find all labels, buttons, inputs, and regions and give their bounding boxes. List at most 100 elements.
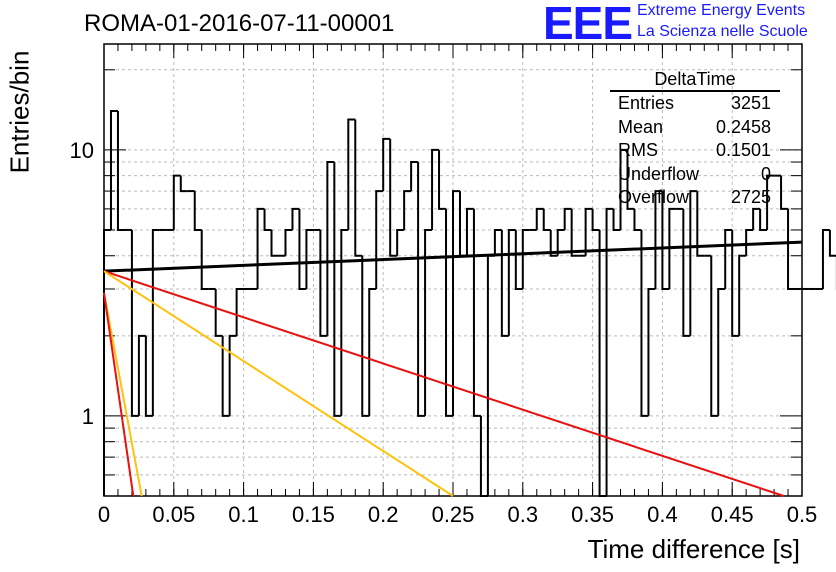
x-tick-label: 0.45 — [711, 502, 754, 527]
histogram-bin — [382, 137, 391, 192]
stats-row-rms: RMS 0.1501 — [610, 139, 780, 163]
histogram-bin — [172, 174, 181, 230]
histogram-bin — [305, 228, 314, 289]
histogram-bin — [465, 207, 474, 256]
histogram-bin — [396, 228, 405, 256]
histogram-bin — [137, 334, 146, 416]
histogram-bin — [696, 191, 705, 257]
histogram-bin — [689, 190, 698, 336]
eee-logo-line2: La Scienza nelle Scuole — [637, 23, 808, 40]
histogram-bin — [752, 207, 761, 230]
y-axis-label: Entries/bin — [4, 50, 35, 174]
x-tick-label: 0.35 — [571, 502, 614, 527]
histogram-bin — [612, 208, 621, 231]
x-tick-label: 0.5 — [787, 502, 818, 527]
histogram-bin — [668, 207, 677, 289]
histogram-bin — [116, 110, 125, 231]
tick-labels: 0 0.05 0.1 0.15 0.2 0.25 0.3 0.35 0.4 0.45 0.5 1 10 — [70, 138, 818, 527]
histogram-bin — [780, 175, 789, 210]
histogram-bin — [151, 228, 160, 416]
histogram-bin — [235, 287, 244, 336]
histogram-bin — [354, 119, 363, 257]
histogram-bin — [731, 229, 740, 337]
histogram-bin — [821, 228, 830, 289]
histogram-bars — [103, 109, 836, 497]
histogram-bin — [326, 161, 335, 336]
histogram-bin — [179, 175, 188, 193]
stats-label: Underflow — [618, 163, 700, 184]
histogram-bin — [347, 118, 356, 230]
stats-row-entries: Entries 3251 — [610, 92, 780, 116]
histogram-bin — [626, 149, 635, 210]
histogram-bin — [598, 229, 607, 497]
histogram-bin — [228, 334, 237, 416]
histogram-bin — [500, 229, 509, 337]
histogram-bin — [787, 208, 796, 290]
x-tick-label: 0.4 — [647, 502, 678, 527]
stats-row-overflow: Overflow 2725 — [610, 186, 780, 210]
histogram-bin — [424, 228, 433, 416]
histogram-bin — [389, 138, 398, 257]
histogram-bin — [828, 229, 836, 257]
histogram-bin — [619, 148, 628, 230]
stats-row-underflow: Underflow 0 — [610, 163, 780, 187]
histogram-bin — [333, 162, 342, 417]
histogram-bin — [256, 207, 265, 289]
histogram-bin — [535, 207, 544, 230]
histogram-bin — [458, 191, 467, 257]
histogram-bin — [410, 161, 419, 192]
x-axis-label: Time difference [s] — [587, 534, 800, 564]
histogram-bin — [144, 335, 153, 417]
stats-value: 2725 — [730, 187, 771, 207]
histogram-bin — [605, 207, 614, 496]
fit-line-black — [103, 240, 803, 273]
x-tick-label: 0 — [98, 502, 110, 527]
histogram-bin — [514, 229, 523, 290]
histogram-bin — [403, 190, 412, 230]
histogram-bin — [556, 228, 565, 256]
histogram-bin — [584, 207, 593, 256]
histogram-bin — [193, 191, 202, 231]
fit-line-orange — [103, 270, 454, 497]
histogram-bin — [563, 207, 572, 230]
histogram-bin — [109, 109, 118, 230]
histogram-bin — [298, 208, 307, 290]
stats-title: DeltaTime — [610, 68, 780, 92]
histogram-bin — [417, 162, 426, 417]
stats-value: 0.1501 — [715, 140, 771, 160]
fit-line-red — [103, 270, 785, 497]
fit-line-red — [103, 292, 135, 497]
histogram-bin — [284, 228, 293, 256]
stats-value: 0 — [760, 163, 771, 184]
stats-label: RMS — [618, 140, 658, 160]
histogram-bin — [717, 287, 726, 416]
stats-label: Mean — [618, 116, 664, 137]
histogram-bin — [431, 148, 440, 230]
x-tick-label: 0.3 — [508, 502, 539, 527]
histogram-bin — [479, 415, 488, 497]
histogram-bin — [103, 228, 111, 496]
histogram-bin — [319, 229, 328, 337]
histogram-bin — [368, 287, 377, 416]
stats-label: Overflow — [618, 187, 690, 207]
x-tick-label: 0.05 — [152, 502, 195, 527]
histogram-bin — [745, 228, 754, 256]
histogram-bin — [493, 228, 502, 256]
histogram-bin — [682, 208, 691, 337]
histogram-bin — [633, 208, 642, 231]
histogram-bin — [221, 335, 230, 417]
histogram-bin — [445, 208, 453, 417]
y-tick-label: 10 — [70, 138, 94, 163]
histogram-bin — [640, 229, 649, 417]
histogram-bin — [759, 208, 768, 231]
x-tick-label: 0.1 — [228, 502, 259, 527]
histogram-bin — [507, 228, 516, 336]
histogram-bin — [375, 190, 384, 289]
histogram-bin — [340, 228, 349, 416]
histogram-bin — [542, 208, 551, 231]
histogram-bin — [438, 149, 447, 210]
x-tick-label: 0.2 — [368, 502, 399, 527]
fit-lines — [103, 240, 803, 497]
x-tick-label: 0.25 — [432, 502, 475, 527]
